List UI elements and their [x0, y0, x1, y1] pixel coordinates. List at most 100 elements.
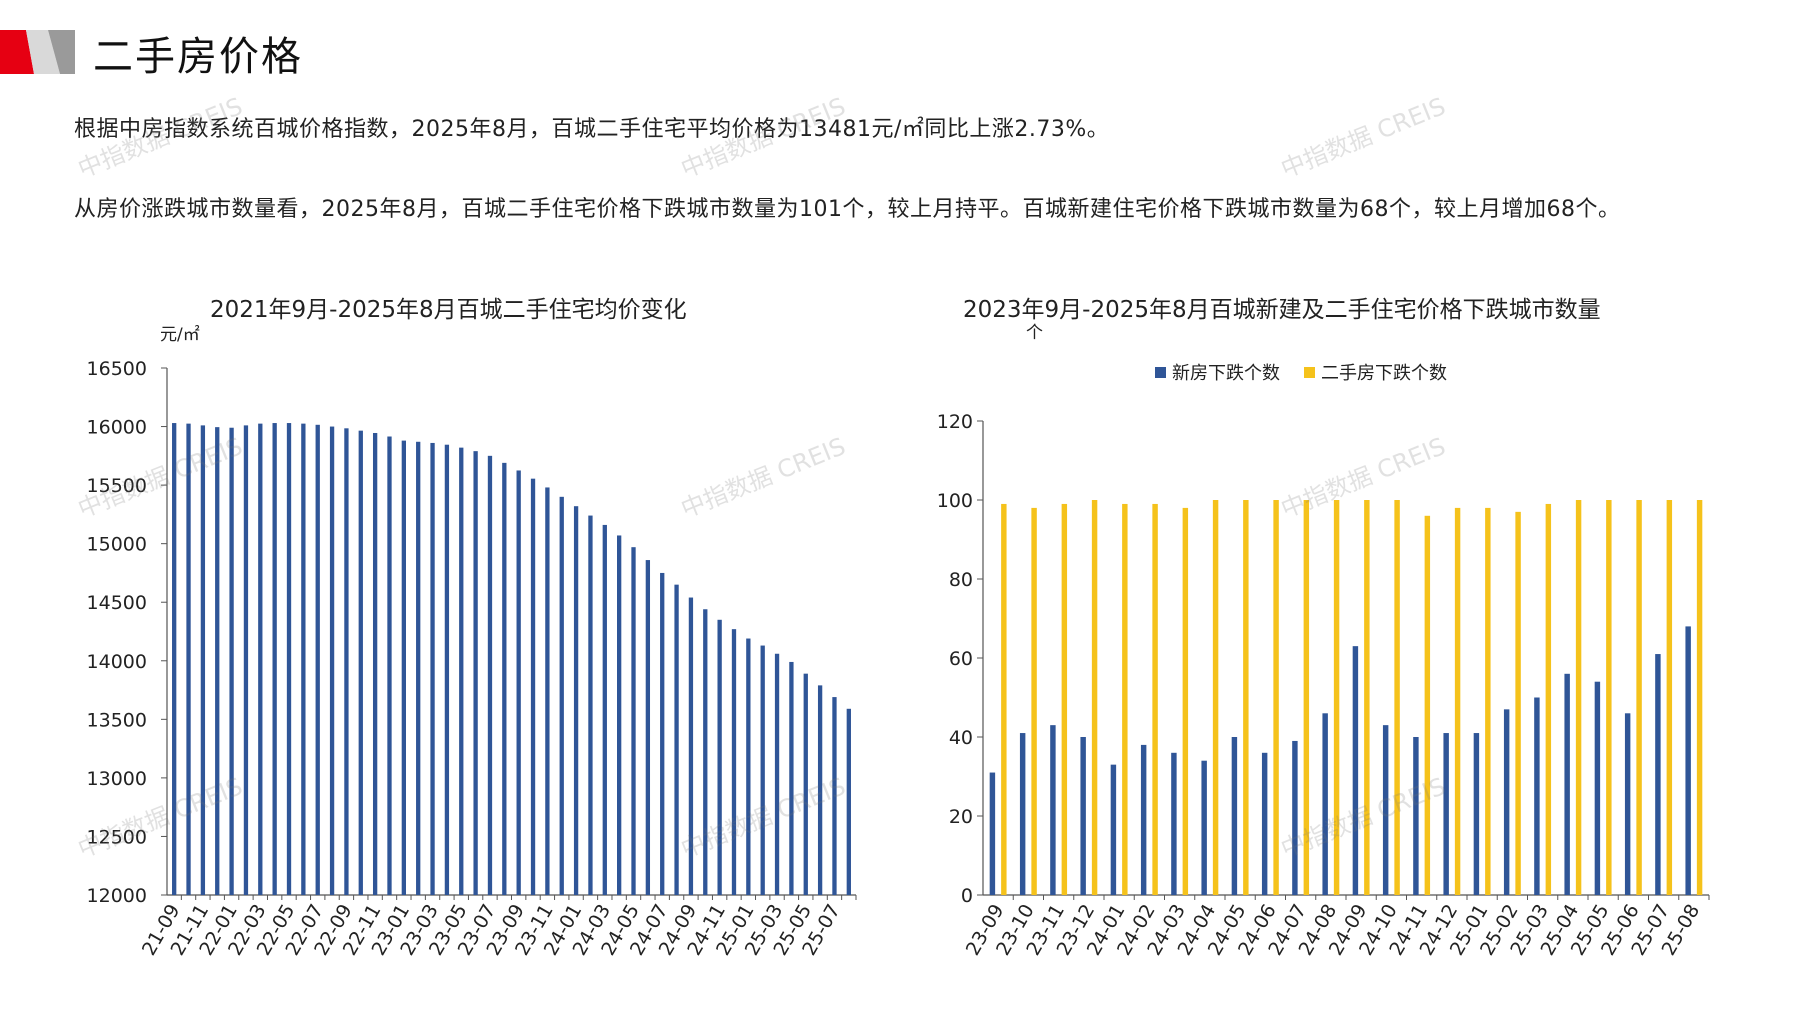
legend-item-new: 新房下跌个数	[1155, 359, 1280, 385]
new-home-decline-bar	[1231, 737, 1238, 895]
second-hand-decline-bar	[1091, 500, 1098, 895]
price-bar	[588, 515, 593, 895]
price-bar	[559, 496, 564, 895]
price-bar	[200, 425, 206, 895]
price-bar	[617, 535, 622, 895]
y-tick-label: 14000	[87, 651, 147, 673]
price-bar	[372, 432, 378, 895]
price-bar	[315, 424, 320, 895]
y-tick-label: 13000	[87, 768, 147, 790]
new-home-decline-bar	[1413, 737, 1419, 895]
y-tick-label: 40	[949, 727, 973, 749]
price-bar	[430, 442, 435, 895]
second-hand-decline-bar	[1364, 500, 1370, 895]
price-bar	[545, 487, 550, 895]
new-home-decline-bar	[1594, 681, 1601, 895]
legend-label-second-hand: 二手房下跌个数	[1321, 363, 1447, 384]
y-tick-label: 15000	[87, 534, 147, 556]
price-bar	[674, 584, 679, 895]
second-hand-decline-bar	[1031, 507, 1037, 895]
y-tick-label: 60	[949, 648, 973, 670]
price-bar	[502, 462, 507, 895]
price-bar	[803, 673, 808, 895]
second-hand-decline-bar	[1545, 503, 1552, 895]
second-hand-decline-bar	[1575, 500, 1582, 895]
legend-swatch-second-hand	[1304, 366, 1315, 378]
price-bar	[387, 436, 392, 895]
y-tick-label: 120	[937, 411, 973, 433]
new-home-decline-bar	[1534, 697, 1540, 895]
new-home-decline-bar	[1019, 733, 1026, 895]
second-hand-decline-bar	[1212, 500, 1219, 895]
price-bar	[774, 653, 780, 895]
y-tick-label: 16500	[87, 358, 147, 380]
price-bar	[444, 444, 450, 895]
left-chart-ylabel: 元/㎡	[160, 325, 200, 345]
second-hand-decline-bar	[1666, 500, 1673, 895]
legend-item-second-hand: 二手房下跌个数	[1304, 359, 1447, 385]
second-hand-decline-bar	[1636, 500, 1642, 895]
new-home-decline-bar	[989, 772, 996, 895]
price-bar	[243, 425, 249, 895]
second-hand-decline-bar	[1001, 503, 1007, 895]
price-bar	[832, 697, 837, 895]
y-tick-label: 13500	[87, 709, 147, 731]
new-home-decline-bar	[1624, 713, 1631, 895]
right-chart-title: 2023年9月-2025年8月百城新建及二手住宅价格下跌城市数量	[963, 297, 1601, 323]
second-hand-decline-bar	[1303, 500, 1310, 895]
y-tick-label: 80	[949, 569, 973, 591]
second-hand-decline-bar	[1273, 500, 1279, 895]
price-bar	[272, 423, 277, 895]
new-home-decline-bar	[1140, 744, 1147, 895]
price-bar	[746, 638, 751, 895]
second-hand-decline-bar	[1061, 503, 1068, 895]
price-bar	[344, 428, 349, 895]
second-hand-decline-bar	[1182, 507, 1189, 895]
y-tick-label: 12500	[87, 826, 147, 848]
second-hand-decline-bar	[1424, 515, 1431, 895]
price-bar	[487, 455, 493, 895]
new-home-decline-bar	[1050, 725, 1056, 895]
second-hand-decline-bar	[1696, 500, 1703, 895]
price-bar	[258, 423, 263, 895]
brand-logo-mark	[0, 30, 75, 74]
price-bar	[459, 447, 464, 895]
price-bar	[602, 524, 607, 895]
y-tick-label: 14500	[87, 592, 147, 614]
price-bar	[760, 645, 765, 895]
price-bar	[215, 427, 220, 895]
new-home-decline-bar	[1443, 733, 1449, 895]
price-bar	[631, 547, 636, 895]
price-bar	[172, 423, 177, 895]
summary-paragraph-city-count: 从房价涨跌城市数量看，2025年8月，百城二手住宅价格下跌城市数量为101个，较…	[74, 197, 1621, 222]
price-bar	[229, 427, 234, 895]
price-bar	[789, 661, 794, 895]
new-home-decline-bar	[1201, 760, 1207, 895]
new-home-decline-bar	[1352, 646, 1359, 895]
price-bar	[817, 685, 823, 895]
second-hand-decline-bar	[1606, 500, 1612, 895]
second-hand-decline-bar	[1122, 503, 1128, 895]
left-chart-title: 2021年9月-2025年8月百城二手住宅均价变化	[210, 297, 687, 323]
price-bar	[358, 430, 363, 895]
new-home-decline-bar	[1685, 626, 1691, 895]
price-bar	[688, 597, 694, 895]
new-home-decline-bar	[1322, 713, 1328, 895]
price-bar	[846, 708, 851, 895]
price-bar	[286, 423, 292, 895]
price-bar	[516, 470, 521, 895]
price-bar	[530, 478, 536, 895]
price-bar	[186, 423, 191, 895]
y-tick-label: 15500	[87, 475, 147, 497]
price-bar	[703, 609, 708, 895]
price-bar	[473, 451, 478, 895]
new-home-decline-bar	[1655, 654, 1661, 895]
y-tick-label: 16000	[87, 417, 147, 439]
new-home-decline-bar	[1171, 752, 1177, 895]
new-home-decline-bar	[1503, 709, 1510, 895]
y-tick-label: 20	[949, 806, 973, 828]
new-home-decline-bar	[1261, 752, 1268, 895]
summary-paragraph-price: 根据中房指数系统百城价格指数，2025年8月，百城二手住宅平均价格为13481元…	[74, 117, 1110, 142]
right-chart-ylabel: 个	[1026, 323, 1043, 343]
second-hand-decline-bar	[1454, 507, 1461, 895]
